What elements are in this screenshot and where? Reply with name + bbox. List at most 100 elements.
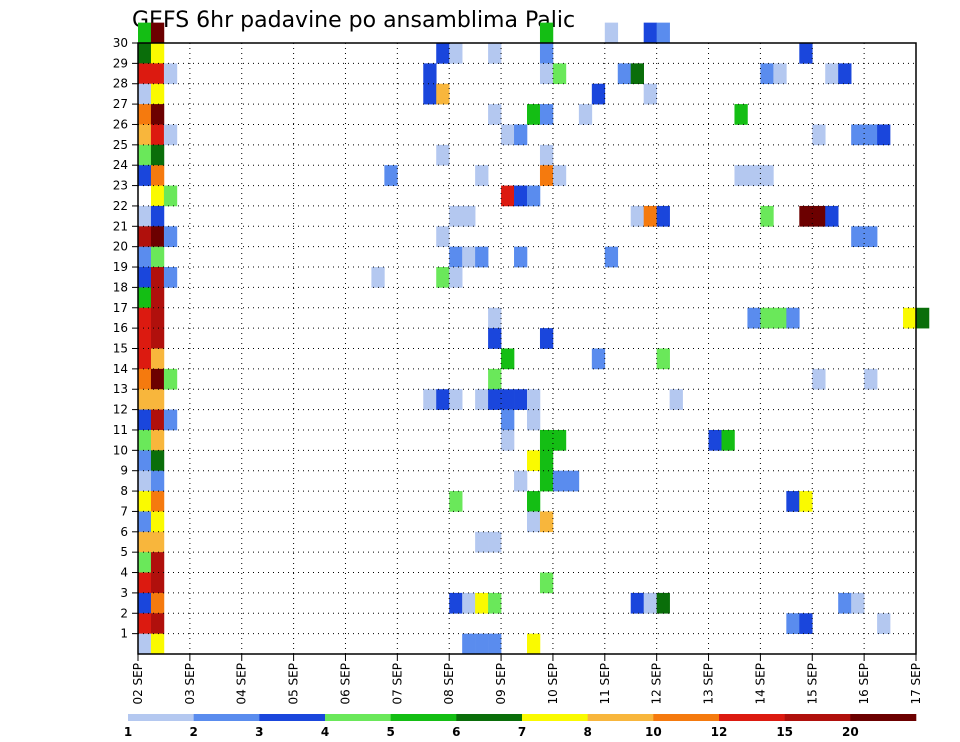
heatmap-cell — [423, 389, 437, 410]
heatmap-cell — [825, 63, 839, 85]
heatmap-cell — [514, 470, 528, 492]
x-tick-label: 12 SEP — [650, 663, 664, 705]
heatmap-cell — [475, 165, 489, 186]
y-tick-label: 15 — [113, 342, 128, 356]
colorbar-label: 6 — [452, 725, 460, 739]
heatmap-cell — [799, 43, 813, 64]
heatmap-cell — [916, 307, 930, 329]
x-tick-label: 08 SEP — [442, 663, 456, 705]
heatmap-cell — [138, 205, 152, 227]
y-tick-label: 28 — [113, 77, 128, 91]
heatmap-cell — [138, 43, 152, 64]
heatmap-cell — [138, 104, 152, 125]
heatmap-cell — [150, 348, 165, 370]
heatmap-cell — [138, 124, 152, 146]
heatmap-cell — [475, 246, 489, 268]
y-tick-label: 7 — [120, 504, 128, 518]
heatmap-cell — [150, 552, 165, 573]
heatmap-cell — [864, 226, 878, 247]
heatmap-cell — [812, 368, 826, 390]
heatmap-cell — [552, 63, 567, 85]
y-tick-label: 17 — [113, 301, 128, 315]
heatmap-cell — [449, 43, 463, 64]
heatmap-cell — [138, 63, 152, 85]
colorbar-label: 2 — [189, 725, 197, 739]
heatmap-cell — [150, 592, 165, 614]
heatmap-cell — [138, 287, 152, 309]
y-tick-label: 6 — [120, 525, 128, 539]
y-tick-label: 23 — [113, 179, 128, 193]
heatmap-cell — [163, 185, 178, 207]
heatmap-cell — [591, 348, 606, 370]
colorbar-label: 5 — [386, 725, 394, 739]
heatmap-cell — [721, 429, 735, 451]
heatmap-cell — [138, 307, 152, 329]
heatmap-cell — [903, 307, 917, 329]
heatmap-cell — [760, 165, 774, 186]
y-tick-label: 1 — [120, 627, 128, 641]
colorbar-swatch — [784, 714, 851, 721]
y-tick-label: 21 — [113, 219, 128, 233]
colorbar-swatch — [653, 714, 720, 721]
heatmap-cell — [138, 348, 152, 370]
heatmap-cell — [163, 226, 178, 247]
heatmap-cell — [150, 22, 165, 44]
y-axis: 1234567891011121314151617181920212223242… — [113, 36, 138, 641]
y-tick-label: 22 — [113, 199, 128, 213]
heatmap-cell — [708, 429, 722, 451]
heatmap-cell — [163, 124, 178, 146]
x-tick-label: 13 SEP — [702, 663, 716, 705]
heatmap-cell — [462, 633, 476, 655]
colorbar-label: 1 — [124, 725, 132, 739]
heatmap-cell — [617, 63, 632, 85]
heatmap-cell — [150, 613, 165, 634]
y-tick-label: 14 — [113, 362, 128, 376]
heatmap-cell — [150, 205, 165, 227]
heatmap-cell — [138, 633, 152, 655]
colorbar-swatch — [193, 714, 260, 721]
heatmap-cell — [150, 83, 165, 105]
heatmap-cell — [514, 246, 528, 268]
heatmap-cell — [138, 144, 152, 166]
heatmap-cell — [488, 531, 502, 553]
heatmap-cell — [150, 328, 165, 349]
x-tick-label: 16 SEP — [857, 663, 871, 705]
heatmap-cell — [138, 226, 152, 247]
y-tick-label: 30 — [113, 36, 128, 50]
heatmap-cell — [449, 491, 463, 512]
heatmap-cell — [501, 409, 515, 431]
colorbar-swatch — [259, 714, 326, 721]
heatmap-cell — [643, 83, 657, 105]
heatmap-cell — [462, 246, 476, 268]
heatmap-cell — [150, 470, 165, 492]
colorbar-swatch — [390, 714, 457, 721]
y-tick-label: 25 — [113, 138, 128, 152]
heatmap-cell — [150, 531, 165, 553]
heatmap-cell — [734, 104, 748, 125]
heatmap-cell — [150, 307, 165, 329]
heatmap-cell — [527, 409, 541, 431]
heatmap-cell — [150, 144, 165, 166]
y-tick-label: 29 — [113, 56, 128, 70]
x-tick-label: 09 SEP — [494, 663, 508, 705]
heatmap-cell — [449, 205, 463, 227]
heatmap-cell — [527, 389, 541, 410]
heatmap-cell — [539, 104, 554, 125]
heatmap-cell — [150, 267, 165, 288]
heatmap-cell — [552, 470, 567, 492]
heatmap-cell — [539, 450, 554, 471]
heatmap-cell — [150, 633, 165, 655]
heatmap-cell — [630, 205, 644, 227]
heatmap-cell — [138, 246, 152, 268]
heatmap-cell — [643, 205, 657, 227]
heatmap-cell — [150, 409, 165, 431]
heatmap-cell — [138, 368, 152, 390]
y-tick-label: 27 — [113, 97, 128, 111]
x-tick-label: 06 SEP — [338, 663, 352, 705]
heatmap-cell — [552, 429, 567, 451]
y-tick-label: 19 — [113, 260, 128, 274]
y-tick-label: 8 — [120, 484, 128, 498]
heatmap-cell — [475, 592, 489, 614]
heatmap-cell — [539, 429, 554, 451]
